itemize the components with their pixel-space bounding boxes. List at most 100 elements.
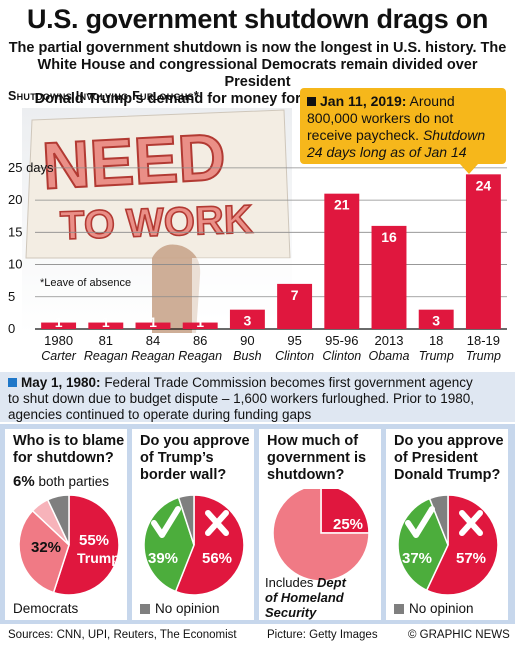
footer-sources: Sources: CNN, UPI, Reuters, The Economis… — [8, 629, 237, 641]
info-text: agencies continued to operate during fun… — [8, 407, 312, 422]
poll-question: Do you approve of President Donald Trump… — [394, 433, 506, 484]
callout-bullet — [307, 97, 316, 106]
y-tick-label: 15 — [8, 224, 22, 239]
page-title: U.S. government shutdown drags on — [26, 4, 489, 34]
poll-note-value: 6% — [13, 473, 35, 490]
poll-legend: No opinion — [140, 601, 220, 616]
president-label: Obama — [369, 349, 410, 363]
bar — [371, 225, 407, 329]
callout-text: Around — [406, 93, 455, 109]
poll-question-line: for shutdown? — [13, 450, 114, 466]
poll-note: Includes Dept of Homeland Security — [265, 575, 346, 620]
pie-slice — [320, 489, 370, 534]
poll-question: Who is to blame for shutdown? — [13, 433, 125, 467]
checkmark-icon — [405, 506, 435, 538]
pie-label-pct: 55% — [79, 532, 109, 549]
bar-value-label: 1 — [196, 314, 204, 330]
y-tick-label: 0 — [8, 321, 15, 336]
poll-bottom-label: Democrats — [13, 601, 79, 616]
president-label: Reagan — [84, 349, 128, 363]
poll-panel-blame: Who is to blame for shutdown? 6% both pa… — [5, 429, 127, 620]
cross-icon — [459, 510, 483, 536]
x-tick-label: 95-96 — [325, 333, 358, 348]
footer: Sources: CNN, UPI, Reuters, The Economis… — [0, 626, 515, 647]
poll-question-line: government is — [267, 450, 367, 466]
callout-pointer — [460, 164, 478, 174]
x-tick-label: 90 — [240, 333, 254, 348]
president-label: Trump — [419, 349, 454, 363]
pie-slice — [143, 496, 195, 593]
bar-value-label: 7 — [291, 287, 299, 303]
poll-panel-wall: Do you approve of Trump’s border wall? 3… — [132, 429, 254, 620]
subtitle-line: White House and congressional Democrats … — [37, 57, 478, 90]
poll-question: How much of government is shutdown? — [267, 433, 379, 484]
poll-panel-approval: Do you approve of President Donald Trump… — [386, 429, 508, 620]
legend-swatch — [394, 604, 404, 615]
pie-label-yes: 37% — [402, 550, 432, 567]
callout-text-italic: 24 days long as of Jan 14 — [307, 144, 467, 160]
chart-footnote: *Leave of absence — [40, 277, 131, 289]
pie-slice — [46, 494, 70, 546]
y-tick-label: 20 — [8, 192, 22, 207]
y-tick-label: 25 days — [8, 160, 54, 175]
pie-label-pct: 25% — [333, 516, 363, 533]
poll-note: 6% both parties — [13, 473, 109, 490]
footer-credit: © GRAPHIC NEWS — [408, 629, 510, 641]
poll-note-bold: Security — [265, 605, 317, 620]
x-tick-label: 95 — [287, 333, 301, 348]
pie-label-yes: 39% — [148, 550, 178, 567]
sign-text-need: NEED — [40, 119, 227, 202]
poll-question-line: Donald Trump? — [394, 467, 501, 483]
info-date: May 1, 1980: — [21, 375, 101, 390]
pie-label-pct: 32% — [31, 539, 61, 556]
poll-panel-shutdown-share: How much of government is shutdown? 25% … — [259, 429, 381, 620]
x-tick-label: 86 — [193, 333, 207, 348]
x-tick-label: 2013 — [375, 333, 404, 348]
pie-slice — [272, 489, 370, 582]
poll-question-line: border wall? — [140, 467, 227, 483]
bar-value-label: 1 — [55, 314, 63, 330]
president-label: Trump — [466, 349, 501, 363]
pie-slice — [52, 494, 120, 596]
legend-label: No opinion — [409, 601, 474, 616]
y-tick-label: 5 — [8, 289, 15, 304]
callout-text: 800,000 workers do not — [307, 110, 454, 126]
bar-value-label: 24 — [476, 177, 492, 193]
poll-note-bold: Dept — [317, 575, 346, 590]
info-box: May 1, 1980: Federal Trade Commission be… — [0, 372, 515, 422]
info-text: Federal Trade Commission becomes first g… — [100, 375, 473, 390]
bar — [88, 322, 124, 329]
callout-text-italic: Shutdown — [422, 127, 486, 143]
bar-value-label: 1 — [149, 314, 157, 330]
pie-slice — [18, 509, 70, 594]
callout-text: receive paycheck. — [307, 127, 423, 143]
checkmark-icon — [151, 506, 181, 538]
pie-slice — [425, 495, 499, 596]
poll-legend: No opinion — [394, 601, 474, 616]
pie-label-name: Trump — [77, 550, 120, 566]
pie-label-no: 56% — [202, 550, 232, 567]
poll-note-text: Includes — [265, 575, 318, 590]
president-label: Clinton — [322, 349, 361, 363]
footer-picture-credit: Picture: Getty Images — [267, 629, 378, 641]
bar — [277, 283, 313, 329]
president-label: Reagan — [131, 349, 175, 363]
y-tick-label: 10 — [8, 257, 22, 272]
pie-label-no: 57% — [456, 550, 486, 567]
legend-swatch — [140, 604, 150, 615]
pie-chart-approval: 37% 57% — [397, 495, 499, 596]
polls-section: Who is to blame for shutdown? 6% both pa… — [0, 424, 515, 624]
bar — [135, 322, 171, 329]
x-tick-label: 1980 — [44, 333, 73, 348]
sign-text-to-work: TO WORK — [59, 197, 253, 248]
poll-question-line: shutdown? — [267, 467, 345, 483]
pie-chart-wall: 39% 56% — [143, 495, 245, 596]
cross-icon — [205, 510, 229, 536]
info-bullet — [8, 378, 17, 387]
callout-date: Jan 11, 2019: — [320, 93, 407, 109]
bar-value-label: 16 — [381, 229, 397, 245]
x-tick-label: 18 — [429, 333, 443, 348]
bar-value-label: 3 — [244, 313, 252, 329]
subtitle-line: The partial government shutdown is now t… — [8, 40, 507, 56]
